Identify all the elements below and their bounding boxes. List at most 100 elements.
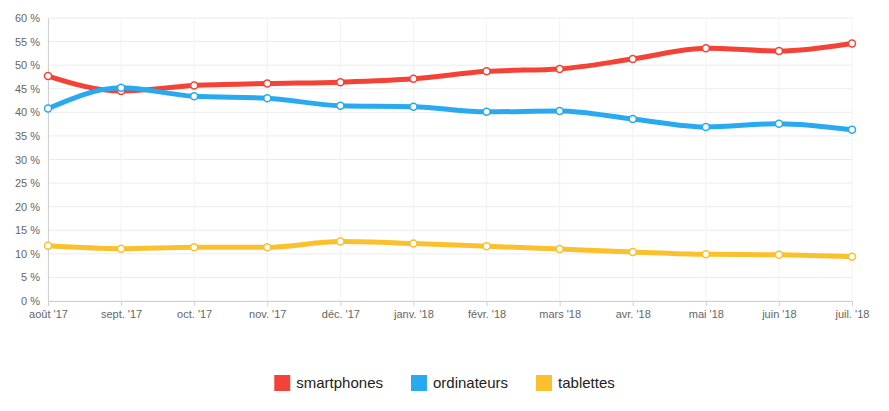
x-tick-label: mars '18	[539, 308, 581, 320]
point[interactable]	[702, 251, 709, 258]
y-tick: 45 %	[15, 83, 48, 95]
y-tick: 20 %	[15, 201, 48, 213]
y-tick-label: 10 %	[15, 248, 40, 260]
point[interactable]	[264, 80, 271, 87]
x-tick-label: sept. '17	[101, 308, 142, 320]
point[interactable]	[45, 105, 52, 112]
grid-line	[267, 18, 268, 301]
point[interactable]	[337, 102, 344, 109]
y-tick: 5 %	[21, 271, 48, 283]
grid-line	[48, 135, 852, 136]
grid-line	[48, 206, 852, 207]
y-axis-line	[48, 19, 49, 302]
legend-item[interactable]: smartphones	[274, 374, 383, 391]
x-tick-label: avr. '18	[616, 308, 651, 320]
point[interactable]	[483, 68, 490, 75]
point[interactable]	[849, 253, 856, 260]
y-tick: 35 %	[15, 130, 48, 142]
point[interactable]	[410, 103, 417, 110]
point[interactable]	[45, 242, 52, 249]
y-tick-label: 60 %	[15, 12, 40, 24]
x-tick-mark	[779, 301, 780, 306]
x-tick: déc. '17	[322, 301, 360, 320]
y-tick-label: 15 %	[15, 224, 40, 236]
x-tick-mark	[48, 301, 49, 306]
point[interactable]	[483, 243, 490, 250]
y-tick: 40 %	[15, 106, 48, 118]
x-tick: nov. '17	[249, 301, 286, 320]
x-tick-mark	[560, 301, 561, 306]
point[interactable]	[556, 65, 563, 72]
x-tick-label: janv. '18	[393, 308, 434, 320]
point[interactable]	[264, 95, 271, 102]
x-tick-mark	[852, 301, 853, 306]
y-tick: 0 %	[21, 295, 48, 307]
point[interactable]	[410, 240, 417, 247]
x-tick: sept. '17	[101, 301, 142, 320]
legend-label: tablettes	[558, 374, 615, 391]
y-tick: 50 %	[15, 59, 48, 71]
x-tick: avr. '18	[616, 301, 651, 320]
series-line	[48, 242, 852, 257]
grid	[48, 18, 852, 301]
point[interactable]	[775, 120, 782, 127]
grid-line	[48, 183, 852, 184]
y-tick-label: 30 %	[15, 154, 40, 166]
legend-item[interactable]: ordinateurs	[411, 374, 508, 391]
legend-item[interactable]: tablettes	[536, 374, 615, 391]
y-tick-label: 0 %	[21, 295, 40, 307]
legend: smartphones ordinateurs tablettes	[274, 374, 614, 391]
y-axis: 0 %5 %10 %15 %20 %25 %30 %35 %40 %45 %50…	[15, 12, 49, 307]
y-tick: 15 %	[15, 224, 48, 236]
point[interactable]	[191, 93, 198, 100]
point[interactable]	[556, 246, 563, 253]
y-tick-label: 40 %	[15, 106, 40, 118]
series-line	[48, 43, 852, 91]
x-tick-label: nov. '17	[249, 308, 286, 320]
point[interactable]	[849, 40, 856, 47]
legend-swatch	[274, 375, 290, 391]
point[interactable]	[629, 56, 636, 63]
x-tick-mark	[413, 301, 414, 306]
grid-line	[48, 18, 49, 301]
point[interactable]	[118, 245, 125, 252]
point[interactable]	[775, 251, 782, 258]
y-tick: 55 %	[15, 36, 48, 48]
point[interactable]	[264, 244, 271, 251]
series-line	[48, 88, 852, 130]
x-tick: févr. '18	[468, 301, 506, 320]
legend-label: ordinateurs	[433, 374, 508, 391]
series	[45, 238, 856, 260]
x-tick-label: oct. '17	[177, 308, 212, 320]
point[interactable]	[702, 45, 709, 52]
x-tick-mark	[267, 301, 268, 306]
grid-line	[48, 159, 852, 160]
point[interactable]	[849, 126, 856, 133]
x-tick-label: juin '18	[761, 308, 797, 320]
grid-line	[194, 18, 195, 301]
x-tick: mai '18	[689, 301, 724, 320]
point[interactable]	[483, 108, 490, 115]
point[interactable]	[410, 75, 417, 82]
grid-line	[340, 18, 341, 301]
point[interactable]	[556, 107, 563, 114]
point[interactable]	[629, 248, 636, 255]
y-tick: 10 %	[15, 248, 48, 260]
x-axis: août '17sept. '17oct. '17nov. '17déc. '1…	[29, 301, 869, 320]
grid-line	[48, 277, 852, 278]
point[interactable]	[337, 79, 344, 86]
point[interactable]	[337, 238, 344, 245]
x-tick-label: mai '18	[689, 308, 724, 320]
y-tick: 30 %	[15, 154, 48, 166]
point[interactable]	[629, 115, 636, 122]
grid-line	[486, 18, 487, 301]
point[interactable]	[191, 244, 198, 251]
x-axis-line	[49, 302, 853, 307]
point[interactable]	[775, 48, 782, 55]
point[interactable]	[702, 123, 709, 130]
point[interactable]	[45, 73, 52, 80]
point[interactable]	[191, 82, 198, 89]
point[interactable]	[118, 84, 125, 91]
grid-line	[48, 65, 852, 66]
y-tick-label: 5 %	[21, 271, 40, 283]
